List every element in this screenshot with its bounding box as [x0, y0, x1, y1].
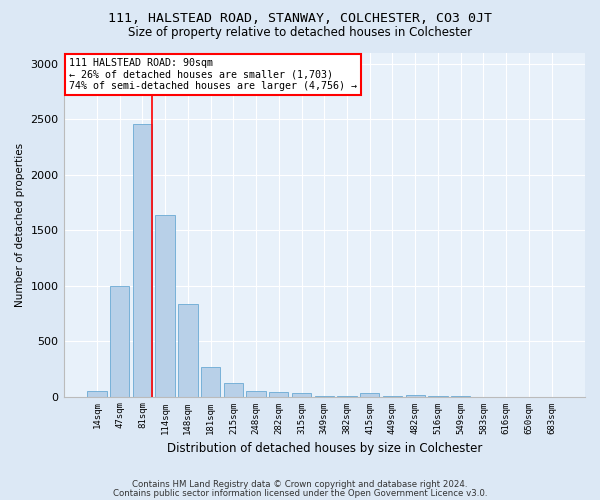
Bar [87, 391, 107, 396]
Y-axis label: Number of detached properties: Number of detached properties [15, 142, 25, 306]
Bar [360, 393, 379, 396]
Bar [224, 382, 243, 396]
Bar [201, 366, 220, 396]
Text: 111, HALSTEAD ROAD, STANWAY, COLCHESTER, CO3 0JT: 111, HALSTEAD ROAD, STANWAY, COLCHESTER,… [108, 12, 492, 26]
X-axis label: Distribution of detached houses by size in Colchester: Distribution of detached houses by size … [167, 442, 482, 455]
Bar [292, 394, 311, 396]
Bar [155, 214, 175, 396]
Bar [133, 124, 152, 396]
Bar [110, 286, 130, 397]
Bar [406, 394, 425, 396]
Text: 111 HALSTEAD ROAD: 90sqm
← 26% of detached houses are smaller (1,703)
74% of sem: 111 HALSTEAD ROAD: 90sqm ← 26% of detach… [69, 58, 357, 91]
Bar [178, 304, 197, 396]
Text: Contains public sector information licensed under the Open Government Licence v3: Contains public sector information licen… [113, 489, 487, 498]
Bar [269, 392, 289, 396]
Text: Size of property relative to detached houses in Colchester: Size of property relative to detached ho… [128, 26, 472, 39]
Bar [247, 391, 266, 396]
Text: Contains HM Land Registry data © Crown copyright and database right 2024.: Contains HM Land Registry data © Crown c… [132, 480, 468, 489]
